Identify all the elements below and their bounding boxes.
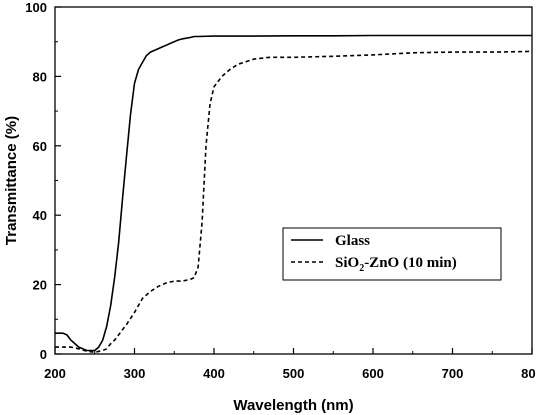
plot-area (54, 6, 533, 355)
y-tick-label: 60 (33, 139, 47, 154)
y-tick-label: 20 (33, 278, 47, 293)
y-tick-label: 40 (33, 208, 47, 223)
x-tick-label: 500 (283, 366, 305, 381)
x-tick-label: 700 (442, 366, 464, 381)
y-axis-ticks: 0 20 40 60 80 100 (25, 0, 61, 362)
x-tick-label: 400 (203, 366, 225, 381)
series-line-sio2-zno (55, 50, 533, 354)
legend-label-base: SiO (335, 255, 359, 271)
x-axis-title: Wavelength (nm) (233, 397, 353, 414)
x-tick-label: 200 (44, 366, 66, 381)
series-line-glass (55, 34, 532, 352)
legend-label-rest: -ZnO (10 min) (364, 255, 457, 271)
series-group (55, 34, 533, 354)
x-tick-label: 300 (124, 366, 146, 381)
x-tick-label: 600 (362, 366, 384, 381)
x-tick-label: 800 (521, 366, 536, 381)
x-axis-ticks: 200 300 400 500 600 700 800 (44, 348, 536, 381)
legend-label-subscript: 2 (359, 263, 364, 274)
plot-frame (54, 6, 533, 355)
y-tick-label: 80 (33, 69, 47, 84)
legend-label-glass: Glass (335, 233, 370, 249)
y-tick-label: 100 (25, 0, 47, 15)
legend-label-sio2-zno: SiO2-ZnO (10 min) (335, 255, 457, 274)
legend-box (282, 227, 502, 281)
y-axis-title: Transmittance (%) (3, 116, 20, 245)
legend: Glass SiO2-ZnO (10 min) (282, 227, 502, 281)
y-tick-label: 0 (40, 347, 47, 362)
